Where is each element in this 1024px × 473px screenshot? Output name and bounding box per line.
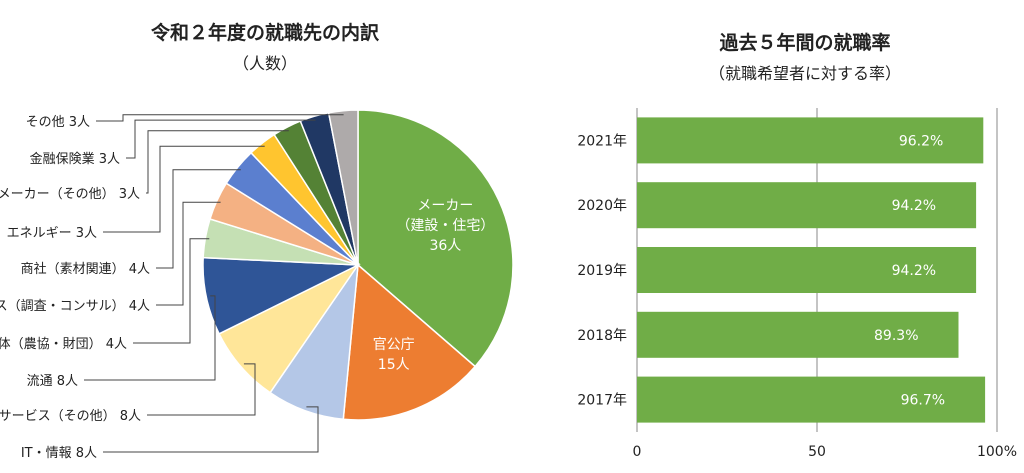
- pie-leader-line: [84, 295, 216, 381]
- pie-slice-label: IT・情報 8人: [21, 446, 97, 461]
- category-label: 2021年: [577, 133, 627, 149]
- pie-leader-line: [133, 238, 210, 344]
- pie-slice: [327, 109, 359, 266]
- pie-leader-line: [146, 130, 289, 194]
- pie-slice-label: エネルギー 3人: [7, 226, 97, 241]
- pie-chart-subtitle: （人数）: [232, 54, 297, 73]
- pie-slice-label: 商社（素材関連） 4人: [21, 261, 150, 277]
- bar-chart-title: 過去５年間の就職率: [719, 32, 891, 54]
- category-label: 2020年: [577, 198, 627, 214]
- bar: [637, 376, 986, 423]
- pie-slice-label: 官公庁: [373, 337, 415, 353]
- pie-leader-line: [103, 145, 265, 233]
- category-label: 2017年: [577, 393, 627, 409]
- bar-value-label: 89.3%: [874, 328, 918, 344]
- bar-chart: 2021年 96.2% 2020年 94.2% 2019年 94.2% 2018年 89.3%…: [577, 108, 1017, 460]
- x-tick-label: 0: [633, 444, 642, 460]
- category-label: 2019年: [577, 263, 627, 279]
- pie-slice: [357, 109, 514, 368]
- pie-leader-line: [126, 119, 316, 159]
- pie-slice-label: 団体（農協・財団） 4人: [0, 337, 127, 352]
- pie-slice-label: （建設・住宅）: [396, 218, 494, 234]
- pie-leader-line: [147, 363, 256, 416]
- category-label: 2018年: [577, 328, 627, 344]
- pie-leader-line: [96, 114, 344, 122]
- bar-value-label: 94.2%: [892, 263, 936, 279]
- bar: [637, 117, 984, 164]
- bar-value-label: 94.2%: [892, 198, 936, 214]
- bar-value-label: 96.7%: [901, 393, 945, 409]
- bar: [637, 182, 977, 229]
- pie-leader-line: [103, 406, 319, 453]
- pie-chart-title: 令和２年度の就職先の内訳: [150, 22, 379, 44]
- bar-chart-subtitle: （就職希望者に対する率）: [708, 64, 901, 83]
- pie-slice-label: サービス（調査・コンサル） 4人: [0, 299, 150, 314]
- pie-slice-label: サービス（その他） 8人: [0, 409, 141, 424]
- pie-slice-label: その他 3人: [26, 115, 90, 130]
- bar-value-label: 96.2%: [899, 133, 943, 149]
- bar: [637, 311, 959, 358]
- pie-leader-line: [156, 201, 221, 306]
- pie-slice-label: 36人: [429, 238, 461, 254]
- pie-slice-label: 15人: [378, 357, 410, 373]
- pie-slice-label: 金融保険業 3人: [30, 151, 120, 167]
- pie-slice-label: 流通 8人: [27, 374, 78, 389]
- x-tick-label: 100%: [977, 444, 1017, 460]
- pie-slice-label: メーカー（その他） 3人: [0, 187, 140, 202]
- pie-slice-label: メーカー: [417, 198, 473, 214]
- x-tick-label: 50: [808, 444, 826, 460]
- bar: [637, 247, 977, 293]
- pie-leader-line: [156, 169, 241, 269]
- pie-slice: [342, 263, 477, 421]
